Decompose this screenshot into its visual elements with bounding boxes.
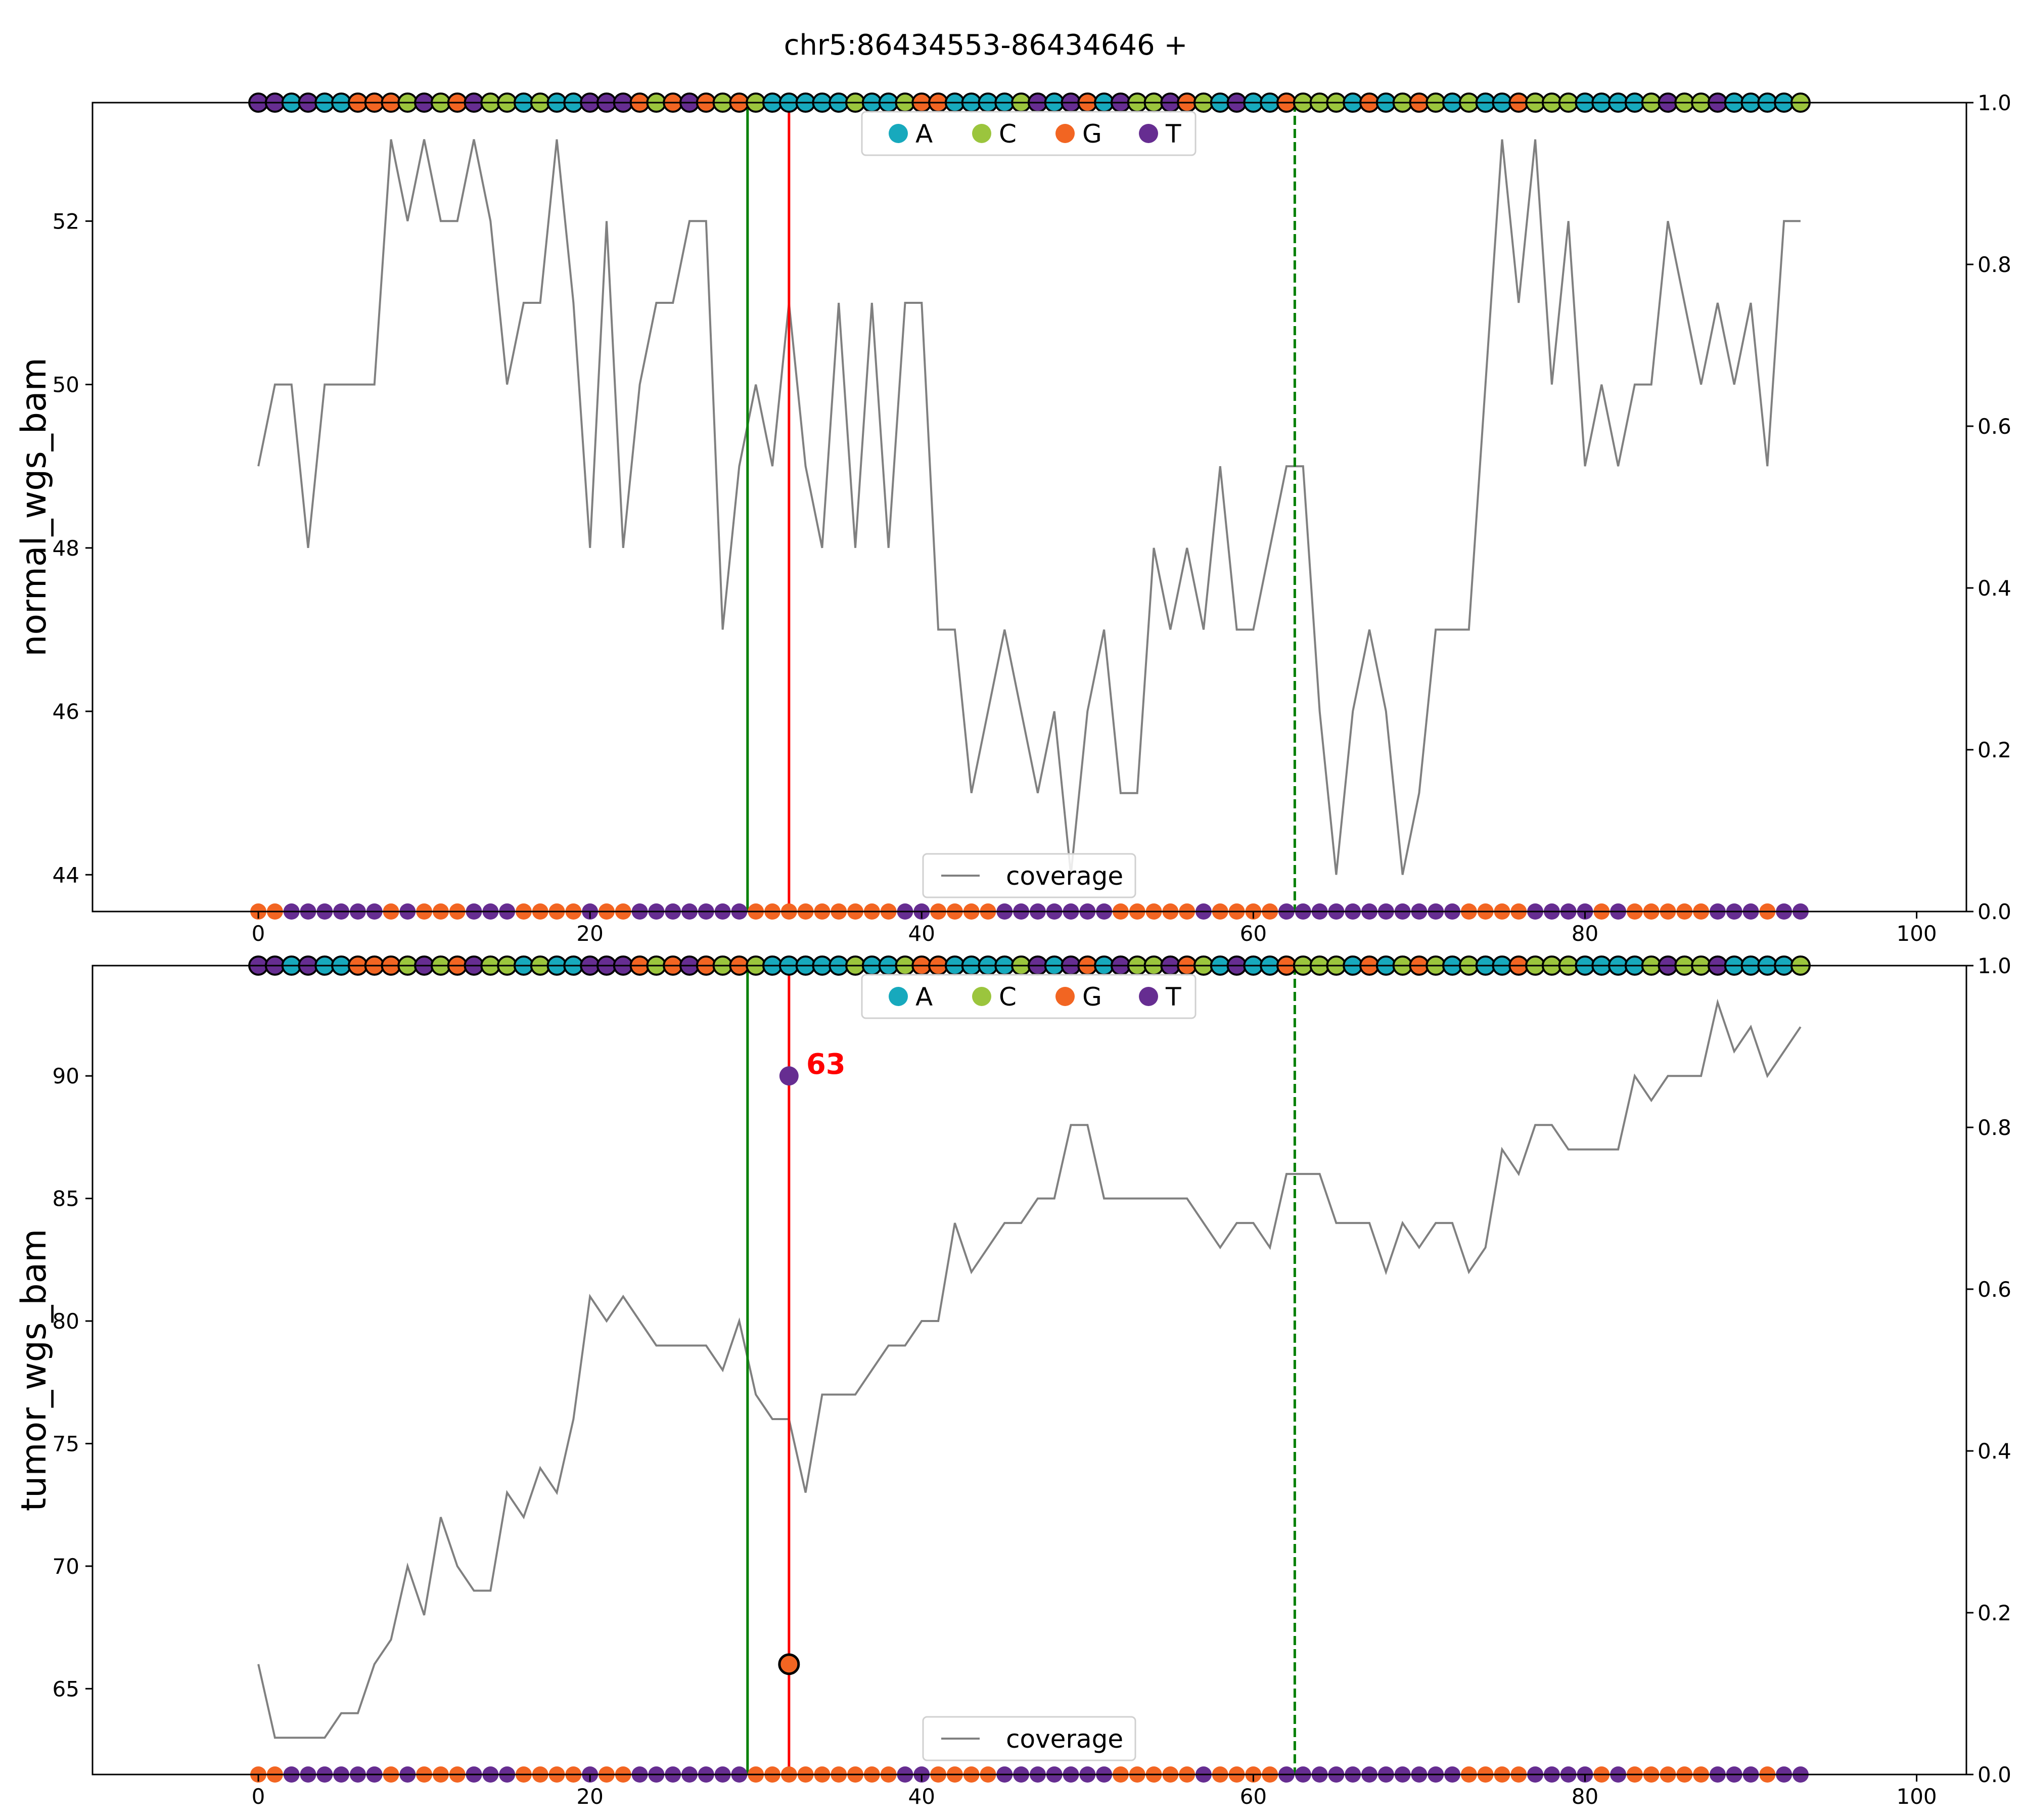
x-tick-label: 100 — [1896, 1784, 1937, 1809]
legend-label-a: A — [915, 982, 933, 1012]
y2-tick-label: 0.0 — [1978, 1762, 2011, 1787]
coverage-legend: coverage — [922, 1716, 1136, 1761]
x-tick-label: 80 — [1572, 921, 1598, 946]
y-tick-label: 80 — [53, 1309, 79, 1334]
legend-marker-g — [1055, 987, 1075, 1006]
y2-tick-label: 1.0 — [1978, 90, 2011, 115]
y2-tick-label: 0.8 — [1978, 1115, 2011, 1140]
x-tick-label: 20 — [576, 921, 603, 946]
legend-label-g: G — [1082, 119, 1102, 149]
y2-tick-label: 0.6 — [1978, 414, 2011, 439]
x-tick-label: 80 — [1572, 1784, 1598, 1809]
y2-tick-label: 0.8 — [1978, 252, 2011, 277]
legend-label-c: C — [999, 119, 1017, 149]
x-tick-label: 0 — [252, 921, 265, 946]
legend-marker-a — [889, 124, 908, 143]
y-tick-label: 85 — [53, 1187, 79, 1211]
legend-label-a: A — [915, 119, 933, 149]
coverage-legend-label: coverage — [1006, 1724, 1123, 1754]
coverage-line — [257, 139, 1801, 875]
y-axis-label: tumor_wgs_bam — [14, 1229, 54, 1512]
legend-marker-c — [972, 124, 991, 143]
axes-frame — [91, 965, 1967, 1776]
x-tick-label: 60 — [1240, 921, 1267, 946]
x-tick-label: 40 — [908, 921, 935, 946]
y-tick-label: 65 — [53, 1676, 79, 1701]
legend-label-c: C — [999, 982, 1017, 1012]
chart-title: chr5:86434553-86434646 + — [784, 29, 1188, 62]
coverage-legend-label: coverage — [1006, 861, 1123, 891]
variant-point-marker — [779, 1066, 799, 1086]
plot-area — [257, 103, 1801, 912]
legend-marker-c — [972, 987, 991, 1006]
coverage-legend-box — [922, 853, 1136, 898]
y-tick-label: 70 — [53, 1554, 79, 1579]
legend-marker-a — [889, 987, 908, 1006]
panel-normal-wgs-bam: 0 20 40 60 80 100 44 46 48 50 52 0.0 0.2 0.4 0.6 0.8 1.0… — [14, 90, 2011, 946]
base-legend-box — [861, 974, 1197, 1019]
legend-marker-t — [1139, 124, 1158, 143]
legend-marker-g — [1055, 124, 1075, 143]
y2-tick-label: 1.0 — [1978, 953, 2011, 978]
y2-tick-label: 0.4 — [1978, 576, 2011, 601]
y2-tick-label: 0.2 — [1978, 1601, 2011, 1625]
y2-tick-label: 0.2 — [1978, 738, 2011, 762]
legend-label-g: G — [1082, 982, 1102, 1012]
y-tick-label: 75 — [53, 1431, 79, 1456]
x-tick-label: 40 — [908, 1784, 935, 1809]
y2-tick-label: 0.4 — [1978, 1439, 2011, 1464]
plot-area — [257, 966, 1802, 1774]
coverage-line — [257, 998, 1802, 1739]
x-tick-label: 20 — [576, 1784, 603, 1809]
y-axis-label: normal_wgs_bam — [14, 357, 54, 657]
y2-tick-label: 0.6 — [1978, 1277, 2011, 1302]
y-tick-label: 90 — [53, 1064, 79, 1088]
coverage-legend: coverage — [922, 853, 1136, 898]
variant-point-marker — [778, 1653, 800, 1675]
y-tick-label: 46 — [53, 699, 79, 724]
x-tick-label: 0 — [252, 1784, 265, 1809]
x-tick-label: 60 — [1240, 1784, 1267, 1809]
coverage-legend-box — [922, 1716, 1136, 1761]
legend-marker-t — [1139, 987, 1158, 1006]
axes-frame — [91, 102, 1967, 913]
base-legend-box — [861, 111, 1197, 156]
y2-tick-label: 0.0 — [1978, 899, 2011, 924]
panel-tumor-wgs-bam: 63 0 20 40 60 80 100 65 70 75 80 85 90 0.0 0.2 0.4 0.6 0.… — [14, 953, 2011, 1809]
y-tick-label: 52 — [53, 209, 79, 234]
x-tick-label: 100 — [1896, 921, 1937, 946]
y-tick-label: 44 — [53, 862, 79, 887]
variant-count-label: 63 — [806, 1048, 846, 1081]
legend-label-t: T — [1165, 119, 1181, 149]
y-tick-label: 48 — [53, 536, 79, 561]
legend-label-t: T — [1165, 982, 1181, 1012]
y-tick-label: 50 — [53, 373, 79, 397]
